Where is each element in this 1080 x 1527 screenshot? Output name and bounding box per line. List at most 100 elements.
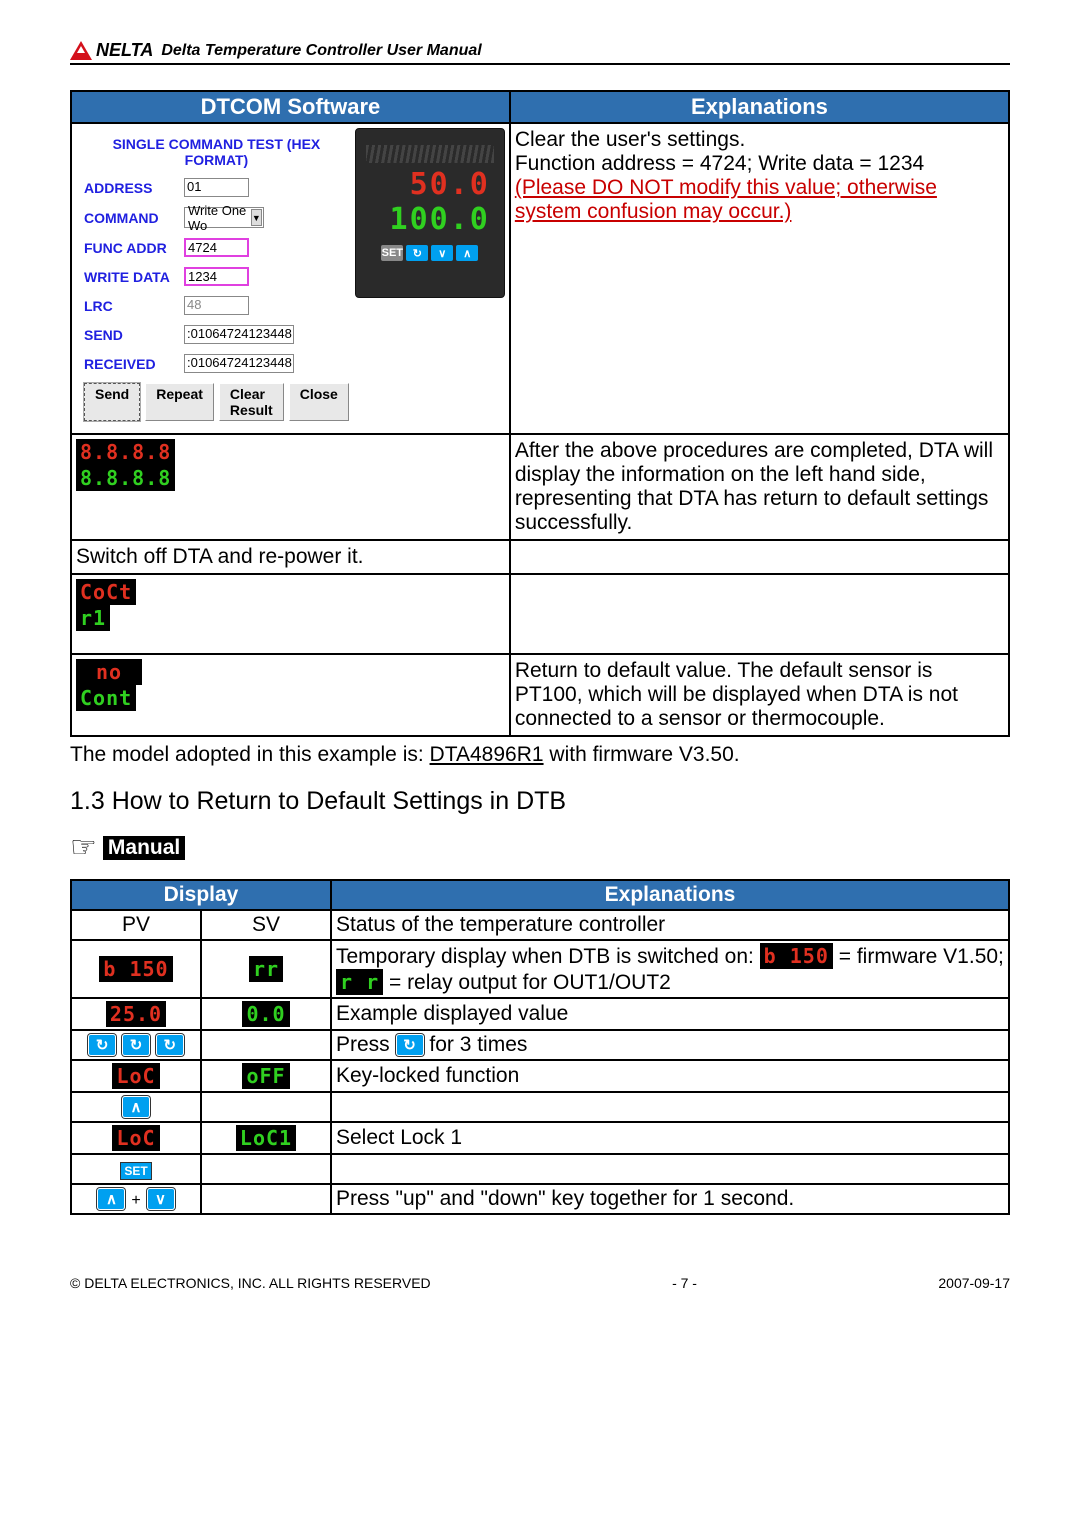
lrc-label: LRC xyxy=(84,298,184,314)
command-label: COMMAND xyxy=(84,210,184,226)
seg-display-8888-green: 8.8.8.8 xyxy=(76,465,175,491)
display-header: Display xyxy=(71,880,331,910)
device-photo: 50.0 100.0 SET ↻ ∨ ∧ xyxy=(355,128,505,298)
row4-display-cell: CoCt r1 xyxy=(71,574,510,654)
device-sv-display: 100.0 xyxy=(366,202,494,237)
seg-display-8888-red: 8.8.8.8 xyxy=(76,439,175,465)
send-label: SEND xyxy=(84,327,184,343)
r5-expl: Key-locked function xyxy=(331,1060,1009,1092)
down-key-icon: ∨ xyxy=(147,1188,175,1210)
delta-logo: NELTA xyxy=(70,40,153,61)
logo-text: NELTA xyxy=(96,40,153,61)
device-up-key-icon: ∧ xyxy=(456,245,478,261)
dtb-table: Display Explanations PV SV Status of the… xyxy=(70,879,1010,1215)
model-number: DTA4896R1 xyxy=(430,743,544,766)
received-label: RECEIVED xyxy=(84,356,184,372)
r2-pv: b 150 xyxy=(71,940,201,998)
func-addr-input[interactable]: 4724 xyxy=(184,238,249,257)
row3-explanation xyxy=(510,540,1009,574)
dropdown-arrow-icon: ▼ xyxy=(251,209,262,226)
device-down-key-icon: ∨ xyxy=(431,245,453,261)
r7-sv: LoC1 xyxy=(201,1122,331,1154)
r4-pv: ↻ ↻ ↻ xyxy=(71,1030,201,1060)
manual-badge-row: ☞ Manual xyxy=(70,830,1010,865)
r8-pv: SET xyxy=(71,1154,201,1184)
address-input[interactable]: 01 xyxy=(184,178,249,197)
pv-subheader: PV xyxy=(71,910,201,940)
dtcom-screenshot-cell: SINGLE COMMAND TEST (HEX FORMAT) ADDRESS… xyxy=(71,123,510,434)
device-pv-display: 50.0 xyxy=(366,167,494,202)
lrc-input: 48 xyxy=(184,296,249,315)
r8-expl xyxy=(331,1154,1009,1184)
func-addr-label: FUNC ADDR xyxy=(84,240,184,256)
r5-pv: LoC xyxy=(71,1060,201,1092)
col-header-explanations: Explanations xyxy=(510,91,1009,123)
r3-pv: 25.0 xyxy=(71,998,201,1030)
r9-sv xyxy=(201,1184,331,1214)
device-set-key-icon: SET xyxy=(381,245,403,261)
up-key-icon: ∧ xyxy=(97,1188,125,1210)
model-note: The model adopted in this example is: DT… xyxy=(70,743,1010,767)
page-footer: © DELTA ELECTRONICS, INC. ALL RIGHTS RES… xyxy=(70,1275,1010,1291)
inline-seg-rr: r r xyxy=(336,969,383,995)
row3-text: Switch off DTA and re-power it. xyxy=(71,540,510,574)
r6-expl xyxy=(331,1092,1009,1122)
cycle-key-icon: ↻ xyxy=(122,1034,150,1056)
r5-sv: oFF xyxy=(201,1060,331,1092)
page-header: NELTA Delta Temperature Controller User … xyxy=(70,40,1010,65)
col-header-software: DTCOM Software xyxy=(71,91,510,123)
write-data-label: WRITE DATA xyxy=(84,269,184,285)
explanations-header: Explanations xyxy=(331,880,1009,910)
sv-subheader: SV xyxy=(201,910,331,940)
r4-expl: Press ↻ for 3 times xyxy=(331,1030,1009,1060)
r3-expl: Example displayed value xyxy=(331,998,1009,1030)
row4-explanation xyxy=(510,574,1009,654)
clear-result-button[interactable]: Clear Result xyxy=(219,383,284,421)
device-cycle-key-icon: ↻ xyxy=(406,245,428,261)
seg-display-no: no xyxy=(76,659,142,685)
r9-expl: Press "up" and "down" key together for 1… xyxy=(331,1184,1009,1214)
write-data-input[interactable]: 1234 xyxy=(184,267,249,286)
r6-pv: ∧ xyxy=(71,1092,201,1122)
r7-expl: Select Lock 1 xyxy=(331,1122,1009,1154)
cycle-key-icon: ↻ xyxy=(156,1034,184,1056)
r4-sv xyxy=(201,1030,331,1060)
dtcom-table: DTCOM Software Explanations SINGLE COMMA… xyxy=(70,90,1010,737)
row2-explanation: After the above procedures are completed… xyxy=(510,434,1009,540)
received-value: :01064724123448 xyxy=(184,354,294,373)
seg-display-cont: Cont xyxy=(76,685,136,711)
manual-title: Delta Temperature Controller User Manual xyxy=(161,42,481,60)
dtcom-section-title: SINGLE COMMAND TEST (HEX FORMAT) xyxy=(84,136,349,168)
seg-display-r1: r1 xyxy=(76,605,110,631)
r2-sv: rr xyxy=(201,940,331,998)
set-key-icon: SET xyxy=(120,1162,151,1180)
r7-pv: LoC xyxy=(71,1122,201,1154)
inline-cycle-key-icon: ↻ xyxy=(396,1034,424,1056)
footer-date: 2007-09-17 xyxy=(938,1275,1010,1291)
seg-display-coct: CoCt xyxy=(76,579,136,605)
up-key-icon: ∧ xyxy=(122,1096,150,1118)
close-button[interactable]: Close xyxy=(289,383,349,421)
r8-sv xyxy=(201,1154,331,1184)
r9-pv: ∧ + ∨ xyxy=(71,1184,201,1214)
inline-seg-b150: b 150 xyxy=(760,943,833,969)
row5-explanation: Return to default value. The default sen… xyxy=(510,654,1009,736)
pointing-hand-icon: ☞ xyxy=(70,830,97,865)
row1-explanation: Clear the user's settings. Function addr… xyxy=(510,123,1009,434)
footer-copyright: © DELTA ELECTRONICS, INC. ALL RIGHTS RES… xyxy=(70,1275,431,1291)
section-heading-1-3: 1.3 How to Return to Default Settings in… xyxy=(70,787,1010,816)
manual-badge: Manual xyxy=(103,836,185,860)
footer-page-number: - 7 - xyxy=(672,1275,697,1291)
row2-display-cell: 8.8.8.8 8.8.8.8 xyxy=(71,434,510,540)
row5-display-cell: no Cont xyxy=(71,654,510,736)
send-value: :01064724123448 xyxy=(184,325,294,344)
command-select[interactable]: Write One Wo ▼ xyxy=(184,207,264,228)
address-label: ADDRESS xyxy=(84,180,184,196)
cycle-key-icon: ↻ xyxy=(88,1034,116,1056)
send-button[interactable]: Send xyxy=(84,383,140,421)
r3-sv: 0.0 xyxy=(201,998,331,1030)
r1-expl: Status of the temperature controller xyxy=(331,910,1009,940)
repeat-button[interactable]: Repeat xyxy=(145,383,214,421)
r2-expl: Temporary display when DTB is switched o… xyxy=(331,940,1009,998)
logo-triangle-icon xyxy=(70,41,92,60)
